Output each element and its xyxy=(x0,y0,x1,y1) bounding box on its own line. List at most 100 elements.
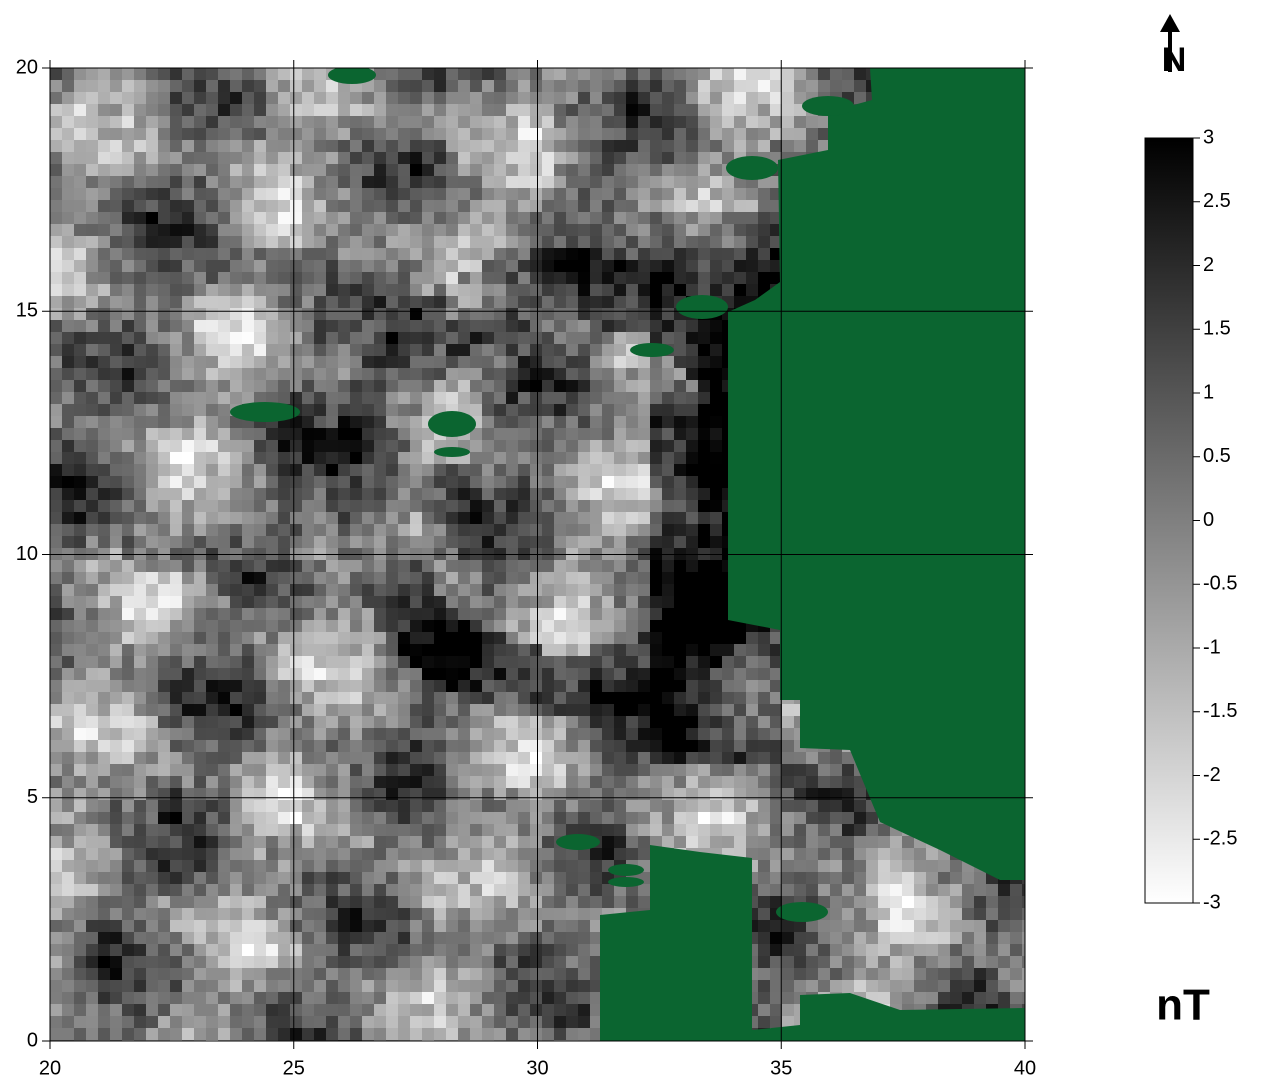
texture-cell xyxy=(122,464,135,477)
texture-cell xyxy=(446,332,459,345)
texture-cell xyxy=(314,200,327,213)
texture-cell xyxy=(566,512,579,525)
texture-cell xyxy=(86,596,99,609)
texture-cell xyxy=(578,200,591,213)
texture-cell xyxy=(722,776,735,789)
texture-cell xyxy=(374,716,387,729)
texture-cell xyxy=(614,356,627,369)
texture-cell xyxy=(662,272,675,285)
texture-cell xyxy=(242,332,255,345)
texture-cell xyxy=(758,224,771,237)
texture-cell xyxy=(326,572,339,585)
texture-cell xyxy=(710,152,723,165)
texture-cell xyxy=(518,764,531,777)
texture-cell xyxy=(554,92,567,105)
texture-cell xyxy=(458,380,471,393)
texture-cell xyxy=(74,536,87,549)
texture-cell xyxy=(290,740,303,753)
texture-cell xyxy=(482,500,495,513)
texture-cell xyxy=(578,392,591,405)
texture-cell xyxy=(434,236,447,249)
texture-cell xyxy=(302,416,315,429)
texture-cell xyxy=(230,620,243,633)
texture-cell xyxy=(710,200,723,213)
texture-cell xyxy=(206,560,219,573)
texture-cell xyxy=(230,776,243,789)
texture-cell xyxy=(230,476,243,489)
texture-cell xyxy=(386,80,399,93)
texture-cell xyxy=(590,200,603,213)
texture-cell xyxy=(170,284,183,297)
texture-cell xyxy=(542,740,555,753)
texture-cell xyxy=(614,380,627,393)
texture-cell xyxy=(338,284,351,297)
texture-cell xyxy=(146,752,159,765)
texture-cell xyxy=(398,740,411,753)
texture-cell xyxy=(362,380,375,393)
texture-cell xyxy=(734,212,747,225)
texture-cell xyxy=(254,644,267,657)
texture-cell xyxy=(578,716,591,729)
texture-cell xyxy=(626,68,639,81)
texture-cell xyxy=(254,128,267,141)
texture-cell xyxy=(254,692,267,705)
texture-cell xyxy=(674,728,687,741)
texture-cell xyxy=(314,716,327,729)
texture-cell xyxy=(134,632,147,645)
texture-cell xyxy=(674,752,687,765)
texture-cell xyxy=(146,272,159,285)
texture-cell xyxy=(494,416,507,429)
texture-cell xyxy=(62,656,75,669)
texture-cell xyxy=(542,212,555,225)
texture-cell xyxy=(146,428,159,441)
texture-cell xyxy=(242,260,255,273)
texture-cell xyxy=(182,392,195,405)
texture-cell xyxy=(482,416,495,429)
texture-cell xyxy=(254,764,267,777)
texture-cell xyxy=(362,140,375,153)
texture-cell xyxy=(614,416,627,429)
texture-cell xyxy=(266,212,279,225)
texture-cell xyxy=(134,380,147,393)
texture-cell xyxy=(506,728,519,741)
texture-cell xyxy=(650,200,663,213)
texture-cell xyxy=(506,404,519,417)
texture-cell xyxy=(602,560,615,573)
texture-cell xyxy=(302,764,315,777)
texture-cell xyxy=(566,680,579,693)
texture-cell xyxy=(518,500,531,513)
texture-cell xyxy=(146,572,159,585)
texture-cell xyxy=(314,500,327,513)
texture-cell xyxy=(290,308,303,321)
texture-cell xyxy=(122,692,135,705)
texture-cell xyxy=(554,188,567,201)
texture-cell xyxy=(134,188,147,201)
texture-cell xyxy=(326,500,339,513)
texture-cell xyxy=(494,452,507,465)
texture-cell xyxy=(470,224,483,237)
texture-cell xyxy=(362,740,375,753)
texture-cell xyxy=(494,236,507,249)
texture-cell xyxy=(494,296,507,309)
texture-cell xyxy=(362,200,375,213)
texture-cell xyxy=(278,680,291,693)
texture-cell xyxy=(686,164,699,177)
texture-cell xyxy=(530,116,543,129)
texture-cell xyxy=(182,572,195,585)
texture-cell xyxy=(230,308,243,321)
texture-cell xyxy=(50,332,63,345)
texture-cell xyxy=(710,560,723,573)
texture-cell xyxy=(374,260,387,273)
texture-cell xyxy=(506,272,519,285)
texture-cell xyxy=(218,236,231,249)
texture-cell xyxy=(290,632,303,645)
texture-cell xyxy=(50,536,63,549)
texture-cell xyxy=(278,788,291,801)
texture-cell xyxy=(122,236,135,249)
texture-cell xyxy=(62,716,75,729)
texture-cell xyxy=(230,764,243,777)
texture-cell xyxy=(170,68,183,81)
texture-cell xyxy=(242,368,255,381)
texture-cell xyxy=(50,164,63,177)
texture-cell xyxy=(410,752,423,765)
